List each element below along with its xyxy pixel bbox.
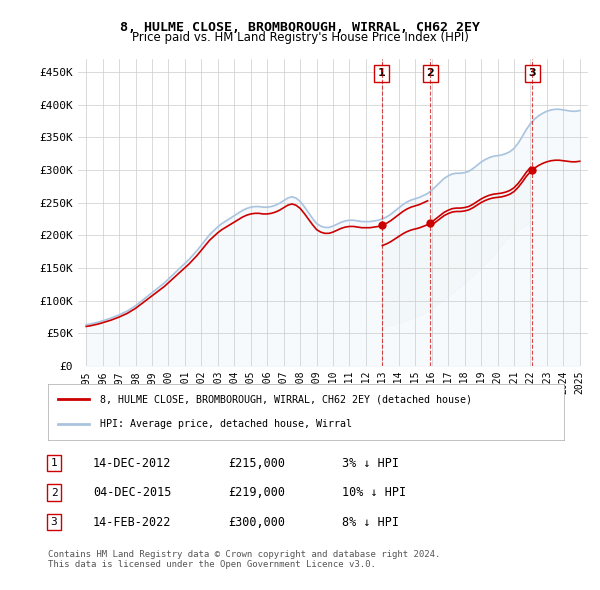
Text: 8% ↓ HPI: 8% ↓ HPI [342, 516, 399, 529]
Text: 2: 2 [427, 68, 434, 78]
Text: 2: 2 [50, 488, 58, 497]
Text: 10% ↓ HPI: 10% ↓ HPI [342, 486, 406, 499]
Text: 3: 3 [529, 68, 536, 78]
Text: 3% ↓ HPI: 3% ↓ HPI [342, 457, 399, 470]
Text: £300,000: £300,000 [228, 516, 285, 529]
Text: 04-DEC-2015: 04-DEC-2015 [93, 486, 172, 499]
Text: 14-FEB-2022: 14-FEB-2022 [93, 516, 172, 529]
Text: 8, HULME CLOSE, BROMBOROUGH, WIRRAL, CH62 2EY: 8, HULME CLOSE, BROMBOROUGH, WIRRAL, CH6… [120, 21, 480, 34]
Text: £219,000: £219,000 [228, 486, 285, 499]
Text: 8, HULME CLOSE, BROMBOROUGH, WIRRAL, CH62 2EY (detached house): 8, HULME CLOSE, BROMBOROUGH, WIRRAL, CH6… [100, 394, 472, 404]
Text: Price paid vs. HM Land Registry's House Price Index (HPI): Price paid vs. HM Land Registry's House … [131, 31, 469, 44]
Text: 1: 1 [50, 458, 58, 468]
Text: 14-DEC-2012: 14-DEC-2012 [93, 457, 172, 470]
Text: HPI: Average price, detached house, Wirral: HPI: Average price, detached house, Wirr… [100, 419, 352, 429]
Text: 1: 1 [377, 68, 385, 78]
Text: £215,000: £215,000 [228, 457, 285, 470]
Text: 3: 3 [50, 517, 58, 527]
Text: Contains HM Land Registry data © Crown copyright and database right 2024.
This d: Contains HM Land Registry data © Crown c… [48, 550, 440, 569]
